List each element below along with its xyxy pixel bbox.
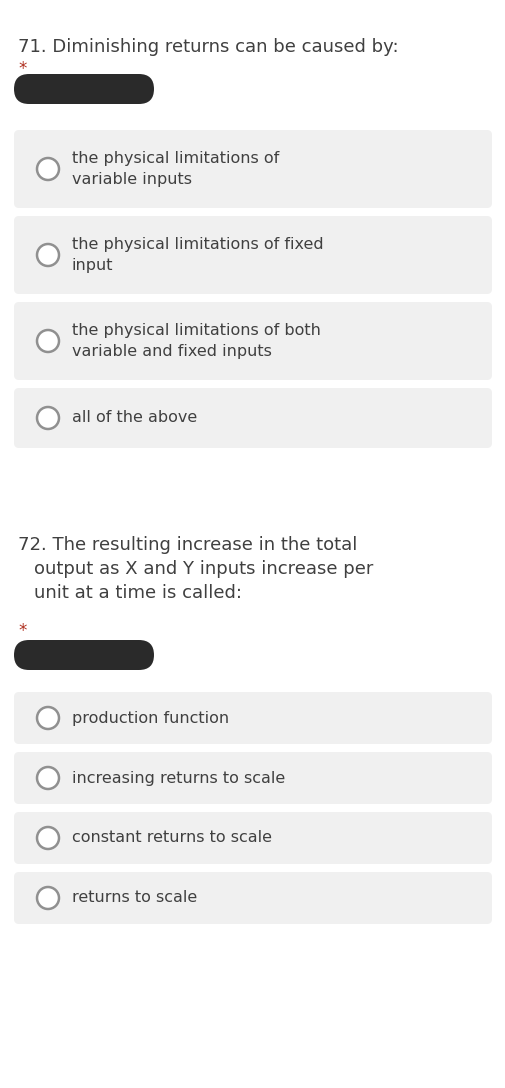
Text: *: * <box>18 60 26 78</box>
FancyBboxPatch shape <box>14 302 491 380</box>
Text: production function: production function <box>72 710 229 726</box>
Text: all of the above: all of the above <box>72 410 197 425</box>
Text: output as X and Y inputs increase per: output as X and Y inputs increase per <box>34 560 373 578</box>
Circle shape <box>37 407 59 429</box>
FancyBboxPatch shape <box>14 871 491 924</box>
FancyBboxPatch shape <box>14 812 491 864</box>
FancyBboxPatch shape <box>14 692 491 744</box>
Text: the physical limitations of
variable inputs: the physical limitations of variable inp… <box>72 151 279 187</box>
FancyBboxPatch shape <box>14 217 491 294</box>
Text: increasing returns to scale: increasing returns to scale <box>72 770 285 786</box>
Text: 72. The resulting increase in the total: 72. The resulting increase in the total <box>18 536 357 554</box>
Text: returns to scale: returns to scale <box>72 890 197 905</box>
Circle shape <box>37 827 59 849</box>
Text: constant returns to scale: constant returns to scale <box>72 830 272 845</box>
FancyBboxPatch shape <box>14 129 491 208</box>
Text: 71. Diminishing returns can be caused by:: 71. Diminishing returns can be caused by… <box>18 38 398 55</box>
Circle shape <box>37 707 59 729</box>
FancyBboxPatch shape <box>14 74 154 104</box>
Text: unit at a time is called:: unit at a time is called: <box>34 584 241 602</box>
Text: the physical limitations of both
variable and fixed inputs: the physical limitations of both variabl… <box>72 323 320 359</box>
Circle shape <box>37 767 59 789</box>
Circle shape <box>37 158 59 180</box>
FancyBboxPatch shape <box>14 640 154 670</box>
FancyBboxPatch shape <box>14 752 491 804</box>
Circle shape <box>37 244 59 265</box>
Text: *: * <box>18 622 26 640</box>
FancyBboxPatch shape <box>14 388 491 448</box>
Circle shape <box>37 887 59 908</box>
Text: the physical limitations of fixed
input: the physical limitations of fixed input <box>72 237 323 273</box>
Circle shape <box>37 330 59 353</box>
